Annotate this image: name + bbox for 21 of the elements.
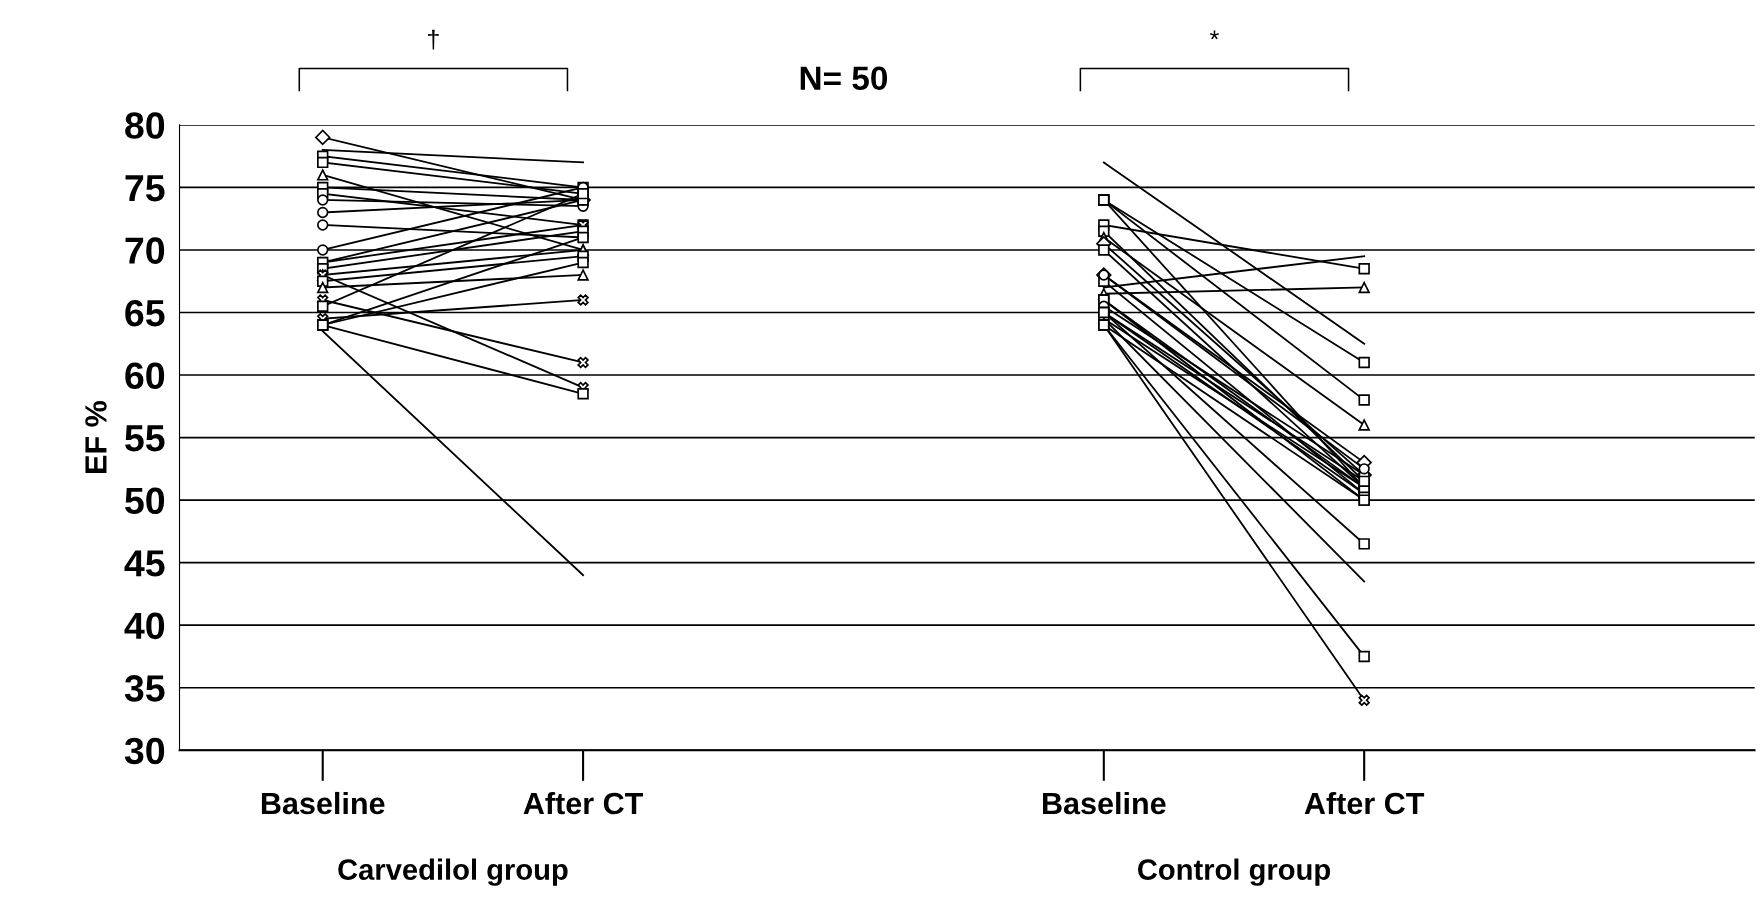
y-tick-label: 65 — [125, 299, 165, 327]
text: Carvedilol group — [338, 858, 568, 886]
text: * — [1210, 30, 1219, 40]
y-tick-label: 35 — [124, 675, 165, 702]
y-tick-label: 30 — [124, 737, 165, 765]
x-tick-label: Baseline — [1043, 791, 1166, 815]
x-tick-label: Baseline — [261, 791, 385, 815]
y-tick-label: 45 — [124, 550, 165, 577]
x-tick-label: After CT — [523, 791, 644, 815]
y-tick-label: 75 — [125, 175, 165, 202]
y-tick-label: 55 — [125, 425, 165, 452]
y-tick-label: 80 — [125, 112, 165, 139]
y-axis-title: EF % — [85, 401, 107, 473]
y-tick-label: 40 — [124, 612, 165, 640]
text: Control group — [1138, 858, 1330, 886]
text: N= 50 — [800, 66, 888, 91]
y-tick-label: 50 — [125, 487, 165, 515]
text: † — [428, 29, 439, 50]
y-tick-label: 60 — [125, 362, 165, 389]
x-tick-label: After CT — [1304, 791, 1425, 815]
y-tick-label: 70 — [125, 237, 165, 264]
